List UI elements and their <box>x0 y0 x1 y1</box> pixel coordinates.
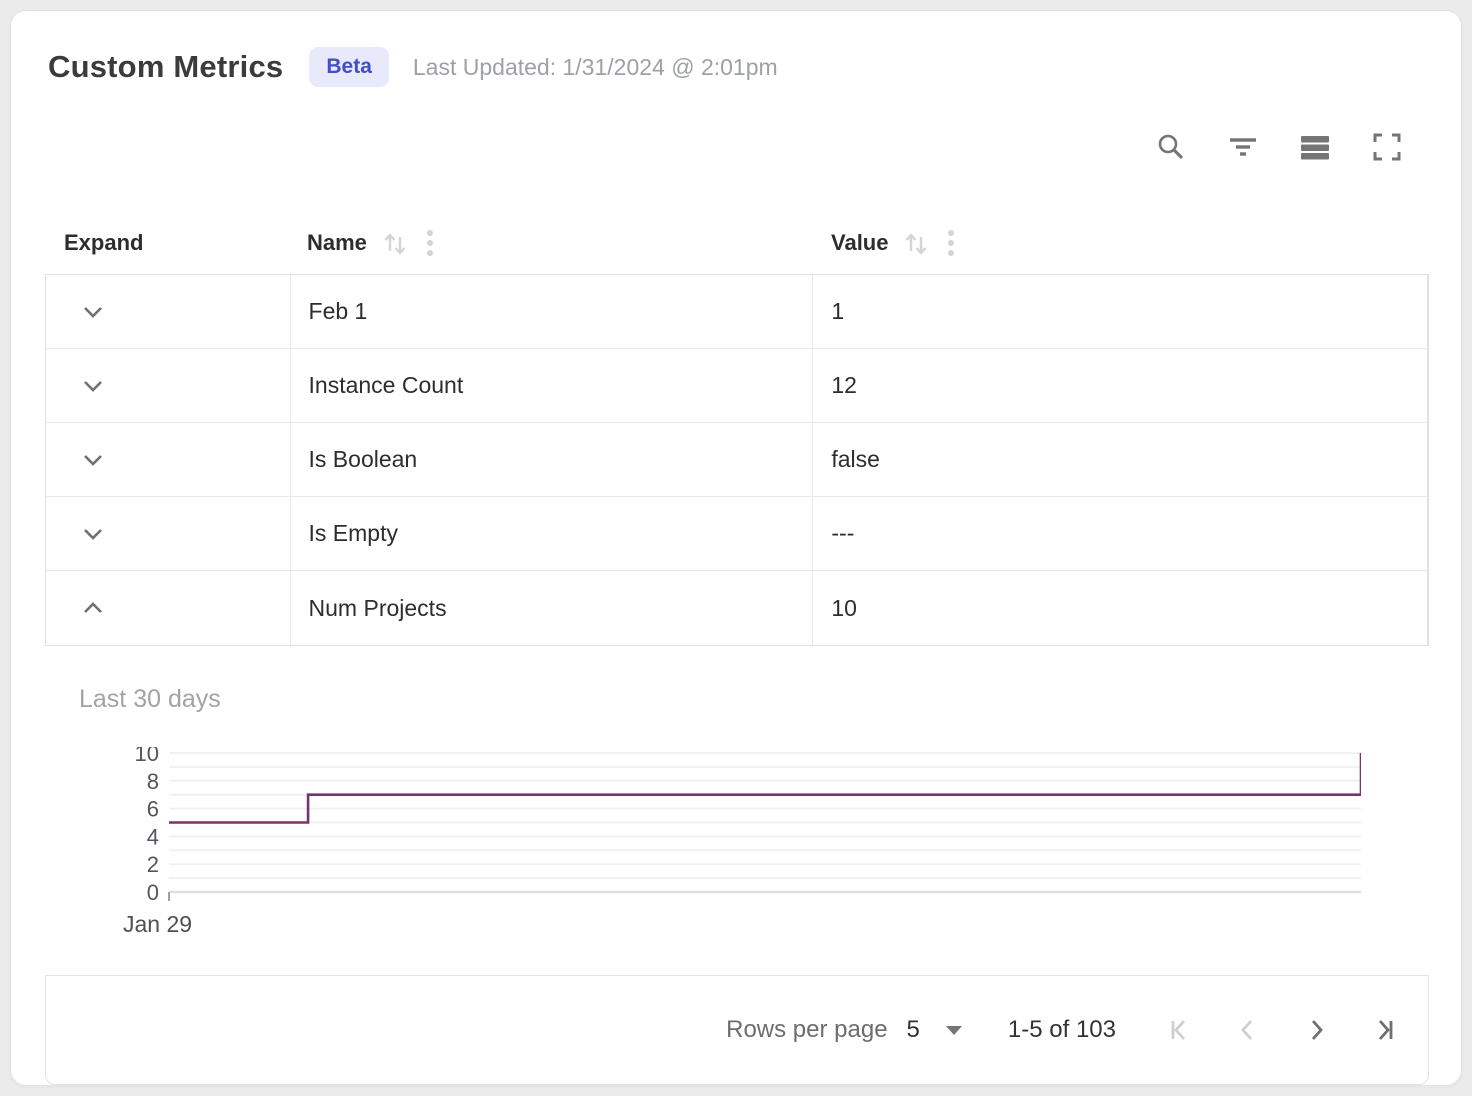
svg-text:6: 6 <box>147 797 159 822</box>
column-header-value[interactable]: Value <box>813 228 1429 258</box>
next-page-icon[interactable] <box>1302 1016 1330 1044</box>
rows-per-page-select[interactable]: 5 <box>906 1016 920 1043</box>
metric-name-cell[interactable]: Is Empty <box>289 497 813 570</box>
svg-text:4: 4 <box>147 824 159 849</box>
last-page-icon[interactable] <box>1370 1016 1398 1044</box>
pagination-range: 1-5 of 103 <box>1007 1016 1116 1043</box>
metric-value-cell[interactable]: false <box>812 423 1427 496</box>
expand-chevron-icon[interactable] <box>82 379 104 393</box>
rows-per-page-label: Rows per page <box>726 1016 888 1043</box>
first-page-icon[interactable] <box>1166 1016 1194 1044</box>
pagination-controls <box>1166 1016 1398 1044</box>
table-header-row: Expand Name Value <box>45 211 1429 274</box>
page-title: Custom Metrics <box>48 49 284 84</box>
metric-name-cell[interactable]: Instance Count <box>289 349 813 422</box>
svg-text:0: 0 <box>147 880 159 905</box>
column-label-expand: Expand <box>64 229 144 255</box>
svg-text:2: 2 <box>147 852 159 877</box>
sort-icon[interactable] <box>903 230 929 256</box>
table-row: Num Projects 10 <box>46 571 1427 645</box>
custom-metrics-card: Custom Metrics Beta Last Updated: 1/31/2… <box>10 10 1462 1086</box>
table-footer: Rows per page 5 1-5 of 103 <box>45 975 1429 1085</box>
table-row: Instance Count 12 <box>46 349 1427 423</box>
svg-text:Jan 29: Jan 29 <box>123 911 192 937</box>
expand-chevron-icon[interactable] <box>82 527 104 541</box>
column-label-name: Name <box>307 229 367 255</box>
metric-name-cell[interactable]: Num Projects <box>289 571 813 645</box>
metric-value-cell[interactable]: --- <box>812 497 1427 570</box>
table-row: Feb 1 1 <box>46 275 1427 349</box>
metric-value-cell[interactable]: 1 <box>812 275 1427 348</box>
table-body: Feb 1 1 Instance Count 12 Is Boolean fal… <box>45 274 1429 646</box>
svg-text:8: 8 <box>147 769 159 794</box>
toolbar <box>1155 131 1403 163</box>
metric-name-cell[interactable]: Feb 1 <box>289 275 813 348</box>
svg-text:10: 10 <box>135 747 159 766</box>
rows-per-page-caret-icon[interactable] <box>945 1025 962 1035</box>
previous-page-icon[interactable] <box>1234 1016 1262 1044</box>
sort-icon[interactable] <box>382 230 408 256</box>
density-icon[interactable] <box>1299 131 1331 163</box>
metric-value-cell[interactable]: 12 <box>812 349 1427 422</box>
column-menu-icon[interactable] <box>946 228 956 258</box>
filter-icon[interactable] <box>1227 131 1259 163</box>
expand-chevron-icon[interactable] <box>82 453 104 467</box>
last-updated-text: Last Updated: 1/31/2024 @ 2:01pm <box>412 53 778 80</box>
metric-value-cell[interactable]: 10 <box>812 571 1427 645</box>
table-row: Is Empty --- <box>46 497 1427 571</box>
column-header-expand: Expand <box>45 230 289 256</box>
metrics-table: Expand Name Value <box>45 211 1429 646</box>
column-label-value: Value <box>831 229 889 255</box>
beta-badge: Beta <box>309 47 389 87</box>
column-menu-icon[interactable] <box>425 228 435 258</box>
expand-chevron-icon[interactable] <box>82 305 104 319</box>
metric-name-cell[interactable]: Is Boolean <box>289 423 813 496</box>
table-row: Is Boolean false <box>46 423 1427 497</box>
search-icon[interactable] <box>1155 131 1187 163</box>
header: Custom Metrics Beta Last Updated: 1/31/2… <box>48 47 778 87</box>
metric-line-chart: 0 2 4 6 8 10 Jan 29 <box>121 741 1363 944</box>
fullscreen-icon[interactable] <box>1371 131 1403 163</box>
column-header-name[interactable]: Name <box>289 228 813 258</box>
chart-title: Last 30 days <box>79 685 221 713</box>
expand-chevron-icon[interactable] <box>82 601 104 615</box>
